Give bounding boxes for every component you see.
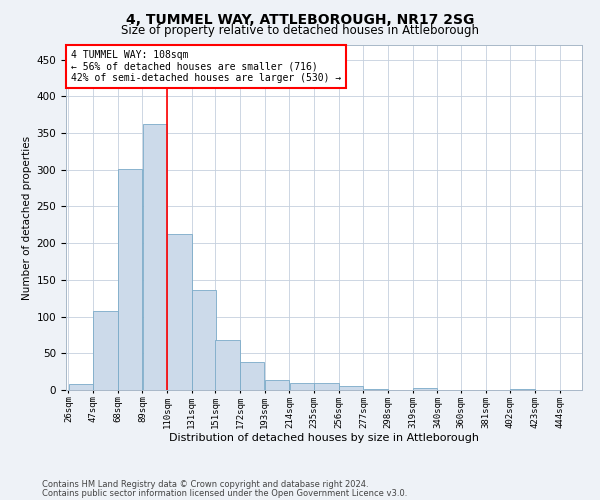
Bar <box>93 310 118 390</box>
Bar <box>290 382 314 390</box>
Bar <box>413 388 437 390</box>
Bar <box>364 388 388 390</box>
X-axis label: Distribution of detached houses by size in Attleborough: Distribution of detached houses by size … <box>169 434 479 444</box>
Bar <box>118 169 142 390</box>
Bar <box>339 386 363 390</box>
Text: Size of property relative to detached houses in Attleborough: Size of property relative to detached ho… <box>121 24 479 37</box>
Bar <box>192 290 216 390</box>
Bar <box>215 340 240 390</box>
Text: 4, TUMMEL WAY, ATTLEBOROUGH, NR17 2SG: 4, TUMMEL WAY, ATTLEBOROUGH, NR17 2SG <box>126 12 474 26</box>
Text: Contains HM Land Registry data © Crown copyright and database right 2024.: Contains HM Land Registry data © Crown c… <box>42 480 368 489</box>
Bar <box>314 384 338 390</box>
Text: 4 TUMMEL WAY: 108sqm
← 56% of detached houses are smaller (716)
42% of semi-deta: 4 TUMMEL WAY: 108sqm ← 56% of detached h… <box>71 50 341 84</box>
Bar <box>265 380 289 390</box>
Y-axis label: Number of detached properties: Number of detached properties <box>22 136 32 300</box>
Bar <box>143 124 167 390</box>
Text: Contains public sector information licensed under the Open Government Licence v3: Contains public sector information licen… <box>42 488 407 498</box>
Bar <box>68 384 93 390</box>
Bar <box>240 362 265 390</box>
Bar <box>167 234 191 390</box>
Bar <box>511 388 535 390</box>
